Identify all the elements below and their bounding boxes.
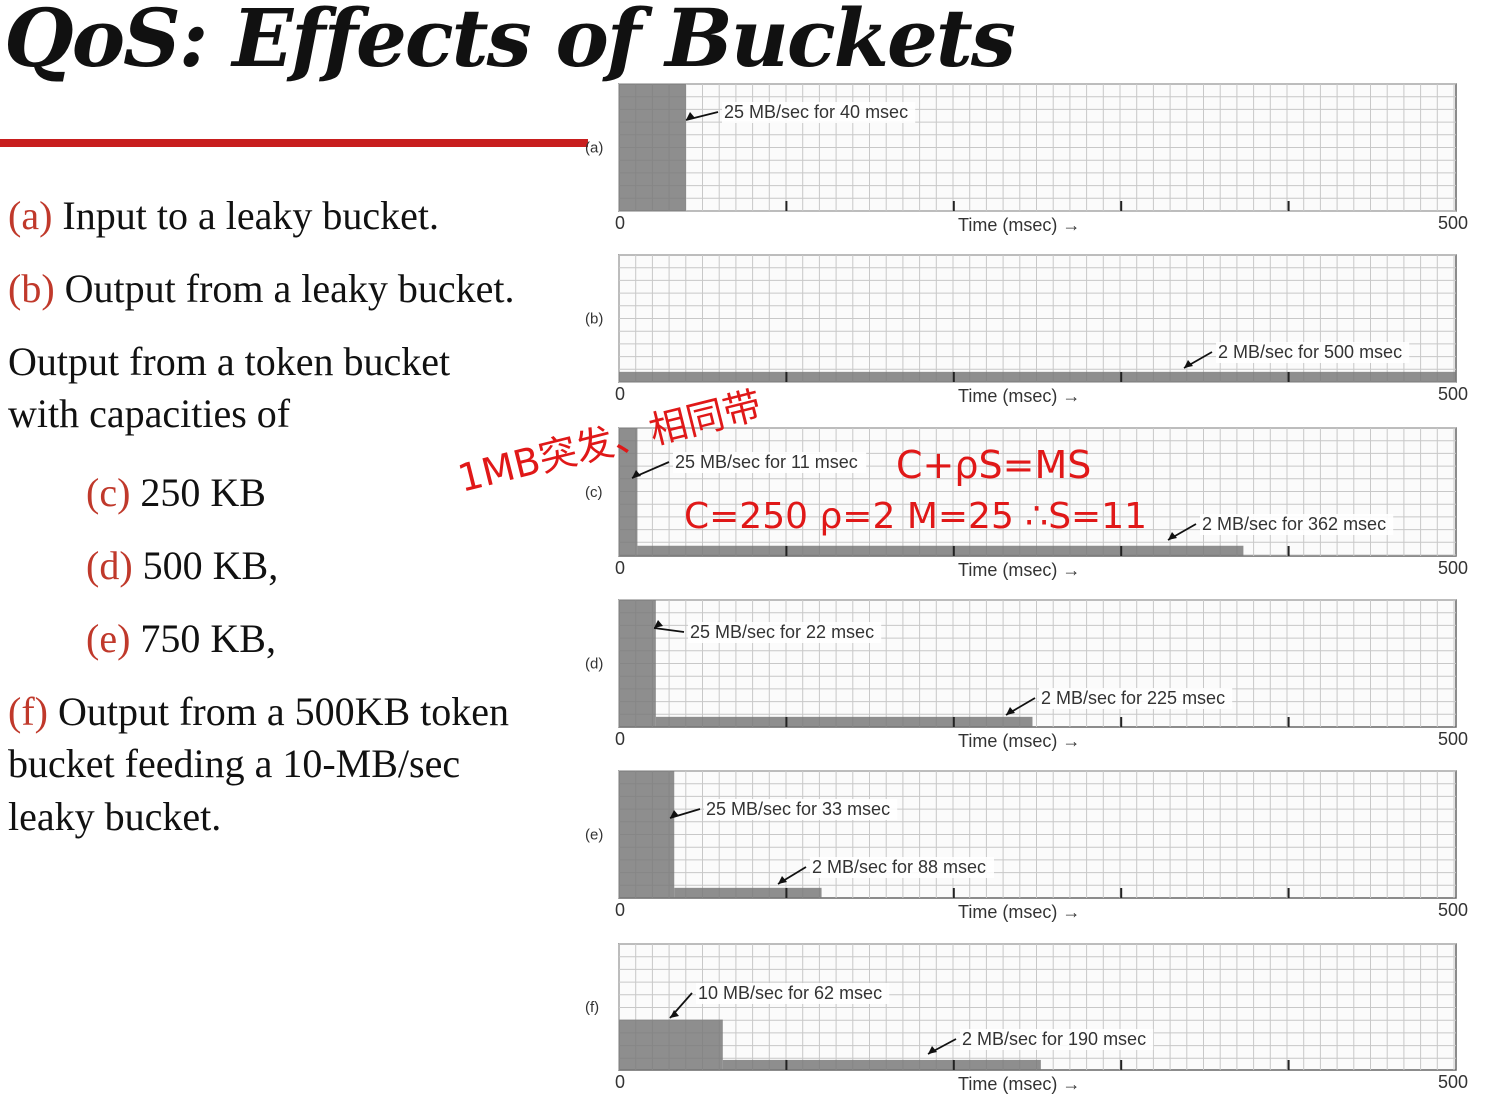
annotation-label: 2 MB/sec for 190 msec (962, 1029, 1146, 1049)
item-f: (f) Output from a 500KB token bucket fee… (8, 686, 528, 844)
item-a-label: (a) (8, 193, 53, 238)
item-a-text: Input to a leaky bucket. (52, 193, 439, 238)
item-b-label: (b) (8, 265, 55, 311)
x-tick-label: 0 (615, 558, 625, 578)
data-bar (655, 716, 1033, 727)
x-tick-label: 500 (1438, 900, 1468, 920)
annotation-label: 2 MB/sec for 500 msec (1218, 342, 1402, 362)
data-bar (619, 428, 638, 556)
annotation-bg (704, 799, 898, 820)
item-d-label: (d) (86, 542, 133, 588)
item-b-text: Output from a leaky bucket. (54, 265, 515, 311)
annotation-arrowhead (928, 1046, 937, 1054)
annotation-label: 25 MB/sec for 40 msec (724, 102, 908, 122)
panel-label: (c) (585, 484, 603, 501)
panel-label: (d) (585, 656, 603, 673)
data-bar (722, 1059, 1041, 1070)
annotation-bg (810, 857, 994, 878)
annotation-arrowhead (670, 1010, 679, 1018)
x-axis-label: Time (msec) → (958, 386, 1080, 406)
item-token-intro: Output from a token bucket with capaciti… (8, 336, 528, 442)
annotation-arrowhead (670, 810, 679, 818)
annotation-label: 2 MB/sec for 88 msec (812, 857, 986, 877)
item-b: (b) Output from a leaky bucket. (8, 263, 528, 316)
item-f-label: (f) (8, 688, 48, 734)
x-axis-label: Time (msec) → (958, 731, 1080, 751)
x-tick-label: 0 (615, 900, 625, 920)
data-bar (674, 887, 822, 898)
data-bar (637, 545, 1244, 556)
x-tick-label: 0 (615, 1072, 625, 1092)
annotation-arrowhead (1184, 360, 1193, 368)
item-c: (c) 250 KB (8, 467, 528, 520)
annotation-bg (673, 452, 867, 473)
x-tick-label: 500 (1438, 729, 1468, 749)
item-c-text: 250 KB (130, 470, 266, 516)
annotation-bg (696, 983, 890, 1004)
data-bar (619, 84, 686, 211)
annotation-label: 2 MB/sec for 225 msec (1041, 688, 1225, 708)
annotation-arrowhead (686, 112, 695, 120)
x-tick-label: 0 (615, 213, 625, 233)
x-axis-label: Time (msec) → (958, 1074, 1080, 1094)
panel-label: (e) (585, 827, 603, 844)
annotation-label: 25 MB/sec for 33 msec (706, 799, 890, 819)
x-axis-label: Time (msec) → (958, 902, 1080, 922)
x-tick-label: 500 (1438, 384, 1468, 404)
item-f-text: Output from a 500KB token bucket feeding… (8, 688, 510, 840)
annotation-bg (1216, 342, 1410, 363)
annotation-label: 10 MB/sec for 62 msec (698, 983, 882, 1003)
title-rule (0, 139, 588, 147)
data-bar (619, 600, 656, 727)
item-token-intro-text: Output from a token bucket with capaciti… (8, 338, 451, 437)
annotation-label: 2 MB/sec for 362 msec (1202, 514, 1386, 534)
data-bar (619, 1019, 723, 1070)
annotation-arrowhead (1006, 707, 1015, 715)
annotation-arrow (653, 627, 685, 633)
x-tick-label: 500 (1438, 213, 1468, 233)
slide-body: (a) Input to a leaky bucket. (b) Output … (8, 190, 528, 864)
x-tick-label: 500 (1438, 558, 1468, 578)
annotation-bg (1039, 688, 1233, 709)
annotation-bg (722, 102, 916, 123)
panel-label: (f) (585, 999, 599, 1016)
item-d-text: 500 KB, (132, 542, 279, 588)
x-axis-label: Time (msec) → (958, 560, 1080, 580)
annotation-bg (688, 622, 882, 643)
item-e: (e) 750 KB, (8, 613, 528, 666)
annotation-label: 25 MB/sec for 22 msec (690, 622, 874, 642)
item-e-text: 750 KB, (130, 615, 276, 661)
panel-label: (a) (585, 140, 603, 157)
annotation-arrowhead (632, 470, 641, 478)
annotation-label: 25 MB/sec for 11 msec (675, 452, 858, 472)
slide-title: QoS: Effects of Buckets (4, 0, 1016, 85)
x-tick-label: 500 (1438, 1072, 1468, 1092)
x-tick-label: 0 (615, 729, 625, 749)
item-e-label: (e) (86, 615, 131, 661)
annotation-bg (960, 1029, 1154, 1050)
x-axis-label: Time (msec) → (958, 215, 1080, 235)
x-tick-label: 0 (615, 384, 625, 404)
annotation-bg (1200, 514, 1394, 535)
annotation-arrowhead (654, 620, 663, 628)
data-bar (619, 771, 675, 898)
item-d: (d) 500 KB, (8, 540, 528, 593)
item-a: (a) Input to a leaky bucket. (8, 190, 528, 243)
annotation-arrowhead (1168, 532, 1177, 540)
panel-label: (b) (585, 311, 603, 328)
item-c-label: (c) (86, 470, 131, 516)
annotation-arrowhead (778, 876, 787, 884)
data-bar (619, 371, 1456, 382)
